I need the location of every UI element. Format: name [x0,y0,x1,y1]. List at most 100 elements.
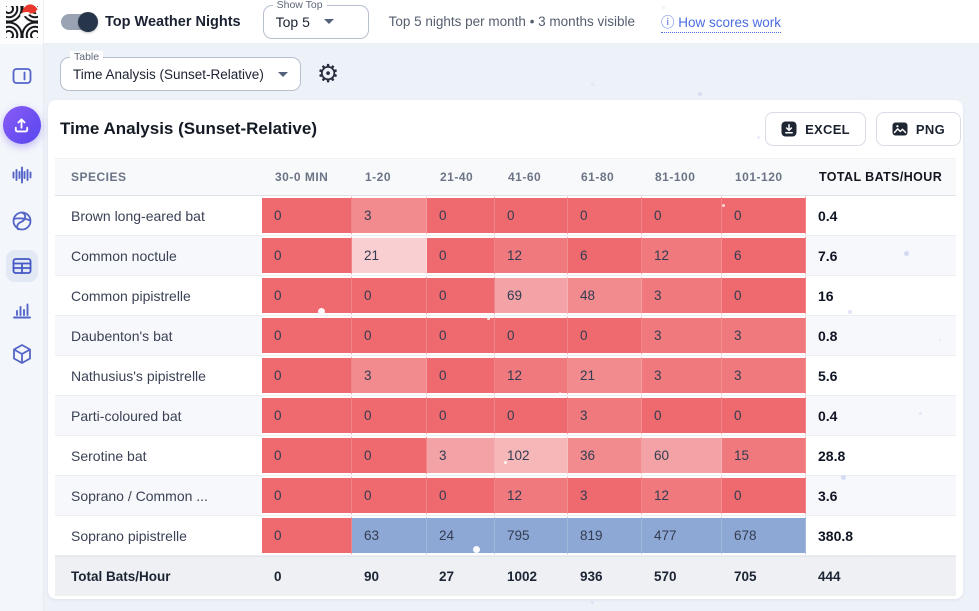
heat-cell: 0 [427,196,495,235]
settings-gear-button[interactable]: ⚙ [316,59,340,88]
heat-cell: 0 [568,196,642,235]
heat-cell: 0 [495,396,568,435]
column-header: 1-20 [365,170,392,184]
heat-cell: 0 [568,316,642,355]
heat-cell: 0 [262,196,352,235]
column-header: 30-0 MIN [275,170,329,184]
table-selector-row: Table Time Analysis (Sunset-Relative) ⚙ [60,51,340,91]
footer-label: Total Bats/Hour [71,569,171,584]
footer-total-cell: 936 [580,569,603,584]
export-excel-label: EXCEL [805,121,850,137]
heat-cell: 0 [722,196,806,235]
show-top-select-value: Top 5 [275,13,310,30]
table-icon [12,258,31,274]
heat-cell: 477 [642,516,722,555]
bar-chart-icon [12,303,31,319]
chevron-down-icon [323,19,334,24]
heat-cell: 0 [427,276,495,315]
sidebar-item-panel[interactable] [6,60,38,92]
heat-cell: 0 [262,436,352,475]
heat-cell: 3 [642,356,722,395]
export-excel-button[interactable]: EXCEL [765,112,866,146]
heat-cell: 48 [568,276,642,315]
table-row: Parti-coloured bat 0 0 0 0 3 0 0 0.4 [55,396,956,436]
species-cell: Common pipistrelle [55,276,262,315]
export-png-button[interactable]: PNG [875,112,961,146]
sidebar-item-globe[interactable] [6,205,38,237]
top-bar: Top Weather Nights Show Top Top 5 Top 5 … [0,0,979,44]
how-scores-work-link[interactable]: ⓘ How scores work [660,11,781,33]
sidebar-item-cube[interactable] [6,338,38,370]
table-row: Soprano pipistrelle 0 63 24 795 819 477 678 380.… [55,516,956,556]
heat-cell: 0 [262,396,352,435]
column-header: SPECIES [71,170,127,184]
column-header: 21-40 [440,170,474,184]
toggle-track[interactable] [61,11,98,32]
heat-cell: 0 [352,436,427,475]
sidebar-item-chart[interactable] [6,294,38,326]
column-header: TOTAL BATS/HOUR [819,170,943,184]
heat-cell: 678 [722,516,806,555]
sidebar-item-waveform[interactable] [6,159,38,191]
table-row: Common noctule 0 21 0 12 6 12 6 7.6 [55,236,956,276]
sidebar-item-table[interactable] [5,250,38,282]
time-analysis-card: Time Analysis (Sunset-Relative) EXCEL PN… [48,100,963,599]
table-row: Daubenton's bat 0 0 0 0 0 3 3 0.8 [55,316,956,356]
sidebar-item-upload[interactable] [2,106,41,144]
heat-cell: 21 [568,356,642,395]
heat-cell: 24 [427,516,495,555]
footer-total-cell: 444 [818,569,841,584]
heat-cell: 0 [642,396,722,435]
panel-icon [12,68,31,84]
heat-cell: 0 [352,276,427,315]
row-total-cell: 7.6 [806,236,956,275]
heat-cell: 6 [722,236,806,275]
heat-cell: 0 [427,356,495,395]
table-footer-row: Total Bats/Hour 0 90 27 1002 936 570 705 444 [55,556,956,596]
santa-hat-icon [20,3,41,16]
snow-dot [863,95,865,97]
snow-dot [698,92,702,96]
heat-cell: 0 [352,476,427,515]
heat-cell: 0 [495,196,568,235]
species-cell: Soprano / Common ... [55,476,262,515]
gear-icon: ⚙ [316,59,340,88]
heat-cell: 0 [427,396,495,435]
show-top-select[interactable]: Show Top Top 5 [262,0,369,39]
heat-cell: 12 [495,356,568,395]
heat-cell: 795 [495,516,568,555]
heat-cell: 0 [495,316,568,355]
app-logo[interactable] [0,0,44,44]
heat-cell: 12 [642,476,722,515]
upload-icon [14,117,29,132]
footer-total-cell: 570 [654,569,677,584]
heat-cell: 3 [427,436,495,475]
row-total-cell: 0.8 [806,316,956,355]
heat-cell: 12 [495,236,568,275]
heat-cell: 0 [427,316,495,355]
heat-cell: 3 [722,356,806,395]
column-header: 41-60 [508,170,542,184]
heat-cell: 102 [495,436,568,475]
toggle-knob [78,11,98,32]
table-row: Common pipistrelle 0 0 0 69 48 3 0 16 [55,276,956,316]
show-top-select-label: Show Top [272,0,327,11]
heat-cell: 0 [262,236,352,275]
table-select-label: Table [70,51,104,63]
row-total-cell: 380.8 [806,516,956,555]
heat-cell: 0 [427,476,495,515]
species-cell: Common noctule [55,236,262,275]
image-icon [892,122,908,136]
heat-cell: 0 [722,396,806,435]
top-weather-nights-toggle[interactable]: Top Weather Nights [61,11,241,32]
heat-cell: 60 [642,436,722,475]
row-total-cell: 0.4 [806,396,956,435]
heat-cell: 3 [352,196,427,235]
table-select[interactable]: Table Time Analysis (Sunset-Relative) [60,51,301,91]
cube-icon [12,344,31,364]
heat-cell: 3 [568,396,642,435]
heat-cell: 6 [568,236,642,275]
footer-total-cell: 0 [274,569,282,584]
waveform-icon [12,166,31,184]
heat-cell: 0 [722,476,806,515]
